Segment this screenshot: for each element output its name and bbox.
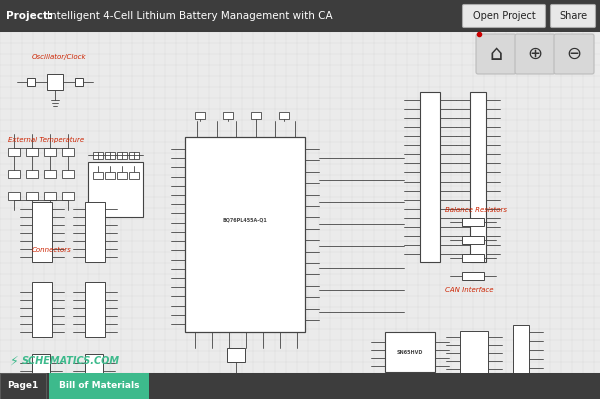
Bar [62,192,74,200]
Bar [117,152,127,159]
Bar [462,272,484,280]
Bar [62,170,74,178]
Text: SN65HVD: SN65HVD [397,350,423,354]
FancyBboxPatch shape [551,4,595,28]
Text: ⌂: ⌂ [490,44,503,64]
Bar [462,254,484,262]
Text: External Temperature: External Temperature [8,137,84,143]
Bar [44,148,56,156]
Bar [49,373,149,399]
Bar [44,192,56,200]
Bar [26,192,38,200]
FancyBboxPatch shape [554,34,594,74]
Bar [513,325,529,380]
Text: ⊖: ⊖ [566,45,581,63]
Bar [93,152,103,159]
Text: ⚡: ⚡ [10,354,19,367]
Bar [27,78,35,86]
Bar [105,172,115,179]
Bar [0,0,600,32]
FancyBboxPatch shape [476,34,516,74]
Bar [420,92,440,262]
Bar [85,282,105,337]
Bar [85,354,103,392]
Bar [227,348,245,362]
Bar [223,112,233,119]
Text: Intelligent 4-Cell Lithium Battery Management with CA: Intelligent 4-Cell Lithium Battery Manag… [47,11,332,21]
Bar [75,78,83,86]
Bar [185,137,305,332]
Text: Balance Resistors: Balance Resistors [445,207,507,213]
Bar [26,148,38,156]
Text: SCHEMATICS.COM: SCHEMATICS.COM [22,356,120,366]
Bar [8,170,20,178]
Text: Share: Share [559,11,587,21]
Bar [62,148,74,156]
Bar [8,192,20,200]
Bar [93,172,103,179]
Bar [129,152,139,159]
Bar [88,162,143,217]
Bar [32,282,52,337]
Text: CAN Interface: CAN Interface [445,287,493,293]
Bar [0,32,600,373]
Bar [32,202,52,262]
Text: Project:: Project: [6,11,52,21]
Bar [117,172,127,179]
Bar [0,373,46,399]
FancyBboxPatch shape [515,34,555,74]
Bar [26,170,38,178]
Bar [0,373,600,399]
Bar [279,112,289,119]
Text: BQ76PL455A-Q1: BQ76PL455A-Q1 [223,217,268,222]
Text: Oscillator/Clock: Oscillator/Clock [32,54,86,60]
Bar [8,148,20,156]
Bar [44,170,56,178]
Bar [462,236,484,244]
Bar [129,172,139,179]
Bar [195,112,205,119]
Text: Open Project: Open Project [473,11,535,21]
Text: Bill of Materials: Bill of Materials [59,381,139,391]
Text: Page1: Page1 [7,381,38,391]
Bar [251,112,261,119]
FancyBboxPatch shape [463,4,545,28]
Bar [470,92,486,262]
Bar [460,331,488,373]
Text: ⊕: ⊕ [527,45,542,63]
Bar [32,354,50,392]
Text: Connectors: Connectors [32,247,72,253]
Bar [105,152,115,159]
Bar [462,218,484,226]
Bar [85,202,105,262]
Bar [385,332,435,372]
Bar [47,74,63,90]
